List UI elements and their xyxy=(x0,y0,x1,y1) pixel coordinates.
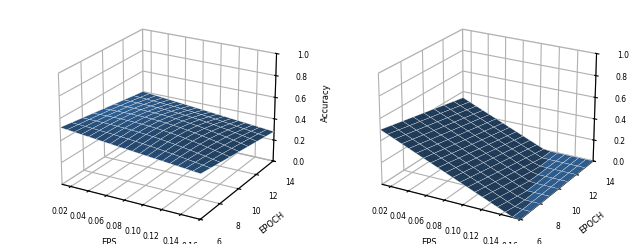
Y-axis label: EPOCH: EPOCH xyxy=(258,210,286,236)
Y-axis label: EPOCH: EPOCH xyxy=(578,210,606,236)
X-axis label: EPS: EPS xyxy=(421,238,436,244)
X-axis label: EPS: EPS xyxy=(101,238,116,244)
